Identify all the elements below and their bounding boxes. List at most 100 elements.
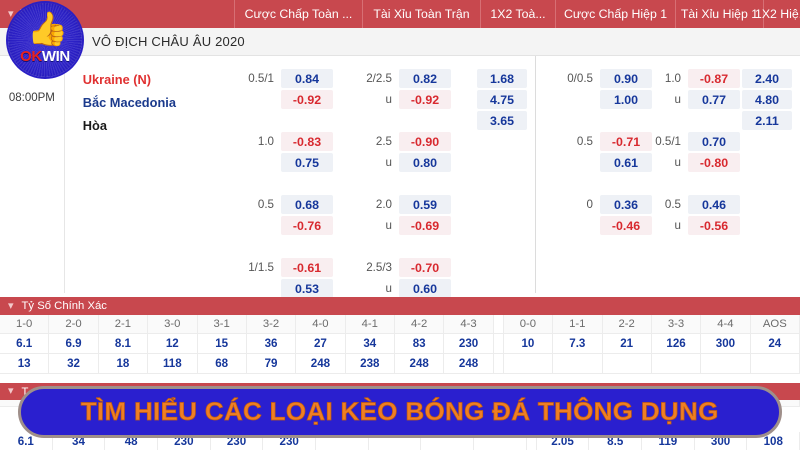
odds-cell[interactable]: 2.5 -0.90 (341, 131, 459, 152)
odds-value-home[interactable]: -0.61 (281, 258, 333, 277)
odds-value-away[interactable]: -0.46 (600, 216, 652, 235)
lower-odds-cell[interactable]: 230 (263, 432, 317, 450)
score-header-cell[interactable]: 3-0 (148, 315, 198, 334)
odds-cell[interactable]: 1.0 -0.87 (660, 68, 748, 89)
odds-cell[interactable]: 0.61 (541, 152, 660, 173)
score-header-cell[interactable]: 4-1 (345, 315, 395, 334)
odds-cell[interactable]: 1.0 -0.83 (213, 131, 341, 152)
score-odds-cell[interactable]: 27 (296, 334, 346, 354)
odds-value-1[interactable]: 1.68 (477, 69, 527, 88)
odds-cell[interactable]: 2/2.5 0.82 (341, 68, 459, 89)
odds-cell[interactable]: 0.53 (213, 278, 341, 299)
score-header-cell[interactable]: 3-3 (651, 315, 702, 334)
score-odds-cell[interactable]: 32 (49, 354, 99, 374)
odds-value-under[interactable]: -0.80 (688, 153, 740, 172)
header-1x2-fulltime[interactable]: 1X2 Toà... (481, 0, 556, 28)
header-handicap-half1[interactable]: Cược Chấp Hiệp 1 (556, 0, 676, 28)
odds-value-home[interactable]: 0.68 (281, 195, 333, 214)
score-odds-cell[interactable]: 68 (197, 354, 247, 374)
odds-value-under[interactable]: 0.80 (399, 153, 451, 172)
odds-value-over[interactable]: 0.82 (399, 69, 451, 88)
lower-odds-cell[interactable] (369, 432, 422, 450)
score-odds-cell[interactable]: 15 (197, 334, 247, 354)
score-header-cell[interactable]: 1-1 (553, 315, 603, 334)
score-odds-cell[interactable]: 248 (395, 354, 445, 374)
odds-cell[interactable]: 0.5 0.68 (213, 194, 341, 215)
score-header-cell[interactable]: 4-0 (296, 315, 346, 334)
score-odds-cell[interactable]: 21 (602, 334, 652, 354)
score-odds-cell[interactable] (503, 354, 554, 374)
lower-odds-cell[interactable]: 300 (695, 432, 748, 450)
odds-cell[interactable]: 0.5 0.46 (660, 194, 748, 215)
lower-odds-cell[interactable] (421, 432, 475, 450)
odds-value-under[interactable]: -0.56 (688, 216, 740, 235)
odds-cell[interactable]: 0 0.36 (541, 194, 660, 215)
team-draw[interactable]: Hòa (82, 118, 107, 133)
score-odds-cell[interactable]: 6.9 (49, 334, 99, 354)
odds-cell[interactable]: 0.5/1 0.84 (213, 68, 341, 89)
score-header-cell[interactable]: 1-0 (0, 315, 50, 334)
lower-odds-cell[interactable]: 230 (211, 432, 264, 450)
odds-value-2[interactable]: 4.75 (477, 90, 527, 109)
score-header-cell[interactable]: 2-1 (98, 315, 149, 334)
lower-odds-cell[interactable]: 230 (158, 432, 211, 450)
chevron-down-icon[interactable]: ▾ (8, 299, 14, 312)
odds-value-away[interactable]: 0.61 (600, 153, 652, 172)
correct-score-section-header[interactable]: ▾ Tỷ Số Chính Xác (0, 297, 800, 315)
odds-value-over[interactable]: 0.59 (399, 195, 451, 214)
score-odds-cell[interactable]: 10 (503, 334, 554, 354)
chevron-down-icon[interactable]: ▾ (8, 7, 14, 20)
odds-cell[interactable]: 2.5/3 -0.70 (341, 257, 459, 278)
odds-cell[interactable]: -0.46 (541, 215, 660, 236)
score-odds-cell[interactable]: 13 (0, 354, 50, 374)
score-odds-cell[interactable]: 118 (148, 354, 198, 374)
odds-value-over[interactable]: -0.87 (688, 69, 740, 88)
odds-cell[interactable]: 4.75 (459, 89, 535, 110)
chevron-down-icon[interactable]: ▾ (8, 385, 14, 397)
score-header-cell[interactable]: 4-2 (395, 315, 445, 334)
lower-odds-cell[interactable]: 119 (642, 432, 695, 450)
header-overunder-half1[interactable]: Tài Xỉu Hiệp 1 (676, 0, 764, 28)
header-handicap-fulltime[interactable]: Cược Chấp Toàn ... (235, 0, 363, 28)
odds-cell[interactable]: u -0.56 (660, 215, 748, 236)
odds-value-over[interactable]: 0.70 (688, 132, 740, 151)
score-odds-cell[interactable]: 238 (345, 354, 395, 374)
odds-cell[interactable]: -0.76 (213, 215, 341, 236)
odds-cell[interactable]: 2.11 (742, 110, 800, 131)
odds-value-x[interactable]: 2.11 (742, 111, 792, 130)
odds-value-away[interactable]: 0.53 (281, 279, 333, 298)
score-odds-cell[interactable] (701, 354, 751, 374)
lower-odds-cell[interactable]: 8.5 (589, 432, 643, 450)
score-odds-cell[interactable]: 6.1 (0, 334, 50, 354)
odds-cell[interactable]: -0.92 (213, 89, 341, 110)
score-odds-cell[interactable]: 34 (345, 334, 395, 354)
score-odds-cell[interactable]: 18 (98, 354, 149, 374)
score-header-cell[interactable]: 4-4 (701, 315, 751, 334)
team-home[interactable]: Ukraine (N) (82, 72, 152, 87)
score-odds-cell[interactable]: 12 (148, 334, 198, 354)
odds-cell[interactable]: u -0.80 (660, 152, 748, 173)
odds-value-home[interactable]: 0.36 (600, 195, 652, 214)
score-odds-cell[interactable]: 8.1 (98, 334, 149, 354)
odds-value-home[interactable]: 0.90 (600, 69, 652, 88)
odds-value-away[interactable]: 0.75 (281, 153, 333, 172)
score-odds-cell[interactable]: 7.3 (553, 334, 603, 354)
odds-value-under[interactable]: 0.77 (688, 90, 740, 109)
odds-value-under[interactable]: 0.60 (399, 279, 451, 298)
score-header-cell[interactable]: 3-2 (246, 315, 297, 334)
lower-odds-cell[interactable]: 48 (105, 432, 159, 450)
team-away[interactable]: Bắc Macedonia (82, 95, 176, 110)
odds-cell[interactable]: 2.0 0.59 (341, 194, 459, 215)
score-odds-cell[interactable]: 126 (651, 334, 702, 354)
header-overunder-fulltime[interactable]: Tài Xỉu Toàn Trận (363, 0, 481, 28)
lower-odds-cell[interactable]: 34 (53, 432, 106, 450)
score-odds-cell[interactable] (651, 354, 702, 374)
odds-value-home[interactable]: -0.71 (600, 132, 652, 151)
odds-value-over[interactable]: -0.70 (399, 258, 451, 277)
odds-cell[interactable]: u -0.92 (341, 89, 459, 110)
score-odds-cell[interactable]: 300 (701, 334, 751, 354)
odds-cell[interactable]: u 0.77 (660, 89, 748, 110)
odds-value-2[interactable]: 4.80 (742, 90, 792, 109)
odds-cell[interactable]: 1.68 (459, 68, 535, 89)
score-odds-cell[interactable] (750, 354, 800, 374)
